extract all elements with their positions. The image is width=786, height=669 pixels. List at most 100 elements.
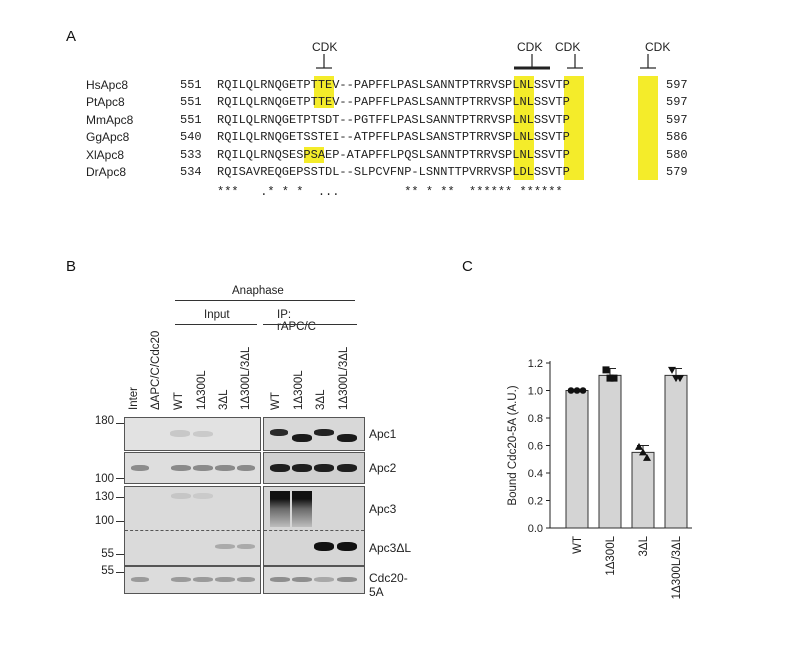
y-tick-label: 0.6: [528, 441, 543, 453]
cdk-label-4: CDK: [645, 40, 671, 54]
y-tick-label: 0.4: [528, 468, 543, 480]
data-point: [579, 387, 587, 394]
panel-c-letter: C: [462, 258, 473, 275]
data-point: [639, 448, 647, 456]
start-position: 551: [180, 95, 202, 110]
x-tick-label: 1Δ300L: [605, 535, 617, 575]
data-point: [635, 442, 643, 450]
highlight-sp-xl: [304, 147, 324, 163]
mw-100-a: 100: [94, 473, 114, 485]
lane-label-1d300l-ip: 1Δ300L: [293, 370, 305, 410]
bar-chart: 0.0 0.2 0.4 0.6 0.8 1.0 1.2 Bound Cdc20-5A (A.U…: [507, 358, 692, 599]
panel-a-letter: A: [66, 28, 77, 45]
lane-label-1d300l-input: 1Δ300L: [196, 370, 208, 410]
mw-tick: [116, 521, 124, 522]
bar-WT: [565, 390, 589, 529]
mw-180: 180: [94, 415, 114, 427]
lane-label-wt-input: WT: [173, 392, 185, 410]
end-position: 586: [666, 130, 688, 145]
end-position: 597: [666, 112, 688, 127]
start-position: 551: [180, 112, 202, 127]
mw-130: 130: [94, 491, 114, 503]
lane-label-dapc: ΔAPC/C/Cdc20: [150, 330, 162, 410]
highlight-tp-2: [514, 76, 534, 180]
mw-55-b: 55: [101, 565, 114, 577]
mw-tick: [116, 423, 124, 424]
cdk-label-2: CDK: [517, 40, 543, 54]
row-label-apc3dl: Apc3ΔL: [369, 541, 412, 555]
data-point: [643, 453, 651, 461]
data-point: [672, 375, 680, 383]
start-position: 551: [180, 78, 202, 92]
blot-cdc20-input: [124, 566, 261, 594]
y-axis-label: Bound Cdc20-5A (A.U.): [507, 385, 519, 505]
sequence: RQILQLRNQSESPSAEP-ATAPFFLPQSLSANNTPTRRVS…: [217, 147, 570, 162]
data-point: [606, 374, 614, 382]
sequence: RQILQLRNQGETPTSDT--PGTFFLPASLSANNTPTRRVS…: [217, 112, 570, 127]
data-point: [573, 387, 581, 394]
ip-header: IP: rAPC/C: [277, 309, 316, 333]
y-tick-label: 1.2: [528, 358, 543, 370]
y-tick-label: 0.0: [528, 523, 543, 535]
cdk-label-3: CDK: [555, 40, 581, 54]
sequence: RQILQLRNQGETPTTEV--PAPFFLPASLSANNTPTRRVS…: [217, 78, 570, 92]
species-name: HsApc8: [86, 78, 129, 92]
anaphase-line: [175, 300, 355, 301]
mw-55-a: 55: [101, 548, 114, 560]
highlight-tp-3: [638, 76, 658, 180]
ip-line: [263, 324, 357, 325]
row-label-apc3: Apc3: [369, 502, 397, 516]
x-tick-label: 1Δ300L/3ΔL: [671, 535, 683, 599]
blot-cdc20-ip: [263, 566, 365, 594]
conservation-line: *** .* * * ... ** * ** ****** ******: [217, 185, 563, 199]
species-name: DrApc8: [86, 165, 127, 179]
start-position: 533: [180, 147, 202, 162]
bar-1Δ300L: [598, 374, 622, 529]
end-position: 597: [666, 78, 688, 92]
lane-label-double-ip: 1Δ300L/3ΔL: [338, 346, 350, 410]
panel-b-letter: B: [66, 258, 77, 275]
mw-tick: [116, 572, 124, 573]
highlight-tp-1: [314, 76, 334, 108]
blot-apc1-input: [124, 417, 261, 451]
bar-1Δ300L/3ΔL: [664, 374, 688, 529]
x-tick-label: WT: [572, 536, 584, 554]
cdk-label-1: CDK: [312, 40, 338, 54]
row-label-cdc20: Cdc20-5A: [369, 571, 408, 599]
sequence: RQISAVREQGEPSSTDL--SLPCVFNP-LSNNTTPVRRVS…: [217, 165, 570, 179]
row-label-apc2: Apc2: [369, 461, 397, 475]
end-position: 580: [666, 147, 688, 162]
lane-label-3dl-ip: 3ΔL: [315, 389, 327, 410]
data-point: [567, 387, 575, 394]
lane-label-wt-ip: WT: [270, 392, 282, 410]
blot-apc3-ip: [263, 486, 365, 566]
mw-tick: [116, 497, 124, 498]
data-point: [668, 366, 676, 374]
y-tick-label: 1.0: [528, 386, 543, 398]
row-label-apc1: Apc1: [369, 427, 397, 441]
species-name: XlApc8: [86, 147, 125, 162]
blot-apc2-ip: [263, 452, 365, 484]
data-point: [602, 366, 610, 374]
y-tick-label: 0.8: [528, 413, 543, 425]
start-position: 534: [180, 165, 202, 179]
lane-label-inter: Inter: [128, 386, 140, 410]
species-name: GgApc8: [86, 130, 130, 145]
mw-100-b: 100: [94, 515, 114, 527]
end-position: 579: [666, 165, 688, 179]
cdk-site-markers: [316, 54, 656, 70]
blot-apc3-input: [124, 486, 261, 566]
mw-tick: [116, 478, 124, 479]
bar-3ΔL: [631, 451, 655, 529]
sequence: RQILQLRNQGETSSTEI--ATPFFLPASLSANSTPTRRVS…: [217, 130, 570, 145]
highlight-sp: [564, 76, 584, 180]
data-point: [610, 374, 618, 382]
end-position: 597: [666, 95, 688, 110]
lane-label-double-input: 1Δ300L/3ΔL: [240, 346, 252, 410]
x-tick-label: 3ΔL: [638, 535, 650, 556]
anaphase-header: Anaphase: [232, 285, 284, 297]
species-name: PtApc8: [86, 95, 125, 110]
sequence-alignment: CDK CDK CDK CDK HsApc8 551 RQILQLRNQGETPTT…: [0, 0, 786, 210]
species-name: MmApc8: [86, 112, 134, 127]
mw-tick: [116, 554, 124, 555]
